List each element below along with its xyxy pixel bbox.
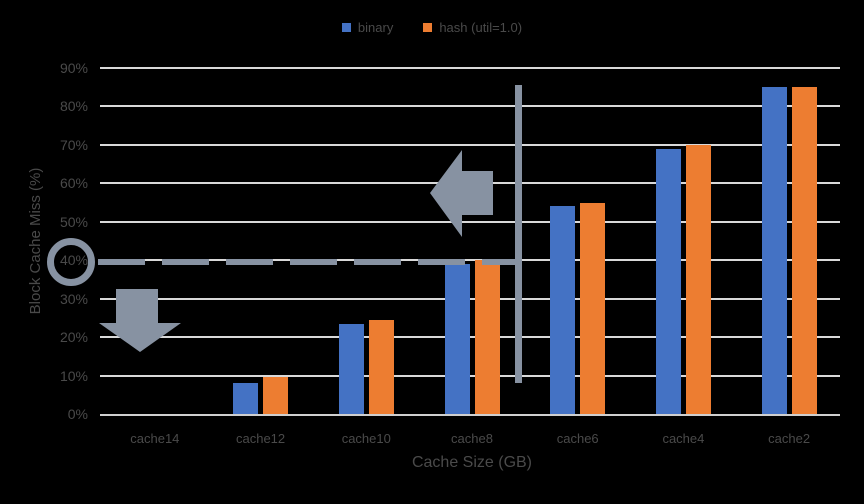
x-tick-label: cache10 <box>341 431 391 446</box>
gridline <box>100 220 840 223</box>
x-axis-title: Cache Size (GB) <box>411 454 533 471</box>
dashed-threshold-line-annotation <box>98 259 515 265</box>
legend-item: binary <box>341 20 394 35</box>
legend-label: hash (util=1.0) <box>439 20 523 35</box>
y-tick-label: 70% <box>59 136 88 153</box>
legend-swatch-icon <box>423 23 433 32</box>
chart-legend: binary hash (util=1.0) <box>0 20 864 35</box>
bar-hash-cache12 <box>263 377 289 414</box>
x-tick-label: cache2 <box>768 431 811 446</box>
legend-swatch-icon <box>341 23 351 32</box>
y-tick-label: 10% <box>59 367 88 384</box>
bar-binary-cache2 <box>761 87 787 414</box>
gridline <box>100 374 840 377</box>
y-tick-label: 60% <box>59 175 88 192</box>
bar-hash-cache4 <box>685 144 711 414</box>
gridline <box>100 143 840 146</box>
bar-hash-cache6 <box>580 202 606 414</box>
y-tick-label: 90% <box>59 60 88 76</box>
bar-hash-cache8 <box>474 260 500 414</box>
bar-hash-cache2 <box>791 87 817 414</box>
bar-binary-cache8 <box>444 264 470 414</box>
y-tick-label: 30% <box>59 290 88 307</box>
x-tick-label: cache14 <box>130 431 180 446</box>
gridline <box>100 336 840 339</box>
vertical-divider-line-annotation <box>515 85 522 383</box>
gridline <box>100 105 840 108</box>
x-tick-label: cache12 <box>235 431 286 446</box>
circle-highlight-annotation <box>47 238 95 286</box>
legend-label: binary <box>357 20 394 35</box>
gridline <box>100 182 840 185</box>
y-tick-label: 20% <box>59 329 88 346</box>
y-tick-label: 0% <box>67 406 88 422</box>
x-tick-label: cache8 <box>451 431 493 446</box>
bar-binary-cache6 <box>550 206 576 414</box>
x-tick-label: cache4 <box>662 431 705 446</box>
bar-binary-cache10 <box>338 323 364 414</box>
legend-item: hash (util=1.0) <box>423 20 522 35</box>
x-tick-label: cache6 <box>556 431 599 446</box>
plot-area <box>100 67 840 416</box>
gridline <box>100 297 840 300</box>
bar-hash-cache10 <box>368 319 394 414</box>
gridline <box>100 67 840 69</box>
y-tick-label: 80% <box>59 98 88 115</box>
bar-binary-cache4 <box>655 148 681 414</box>
y-tick-label: 50% <box>59 213 88 230</box>
bar-binary-cache12 <box>233 383 259 414</box>
